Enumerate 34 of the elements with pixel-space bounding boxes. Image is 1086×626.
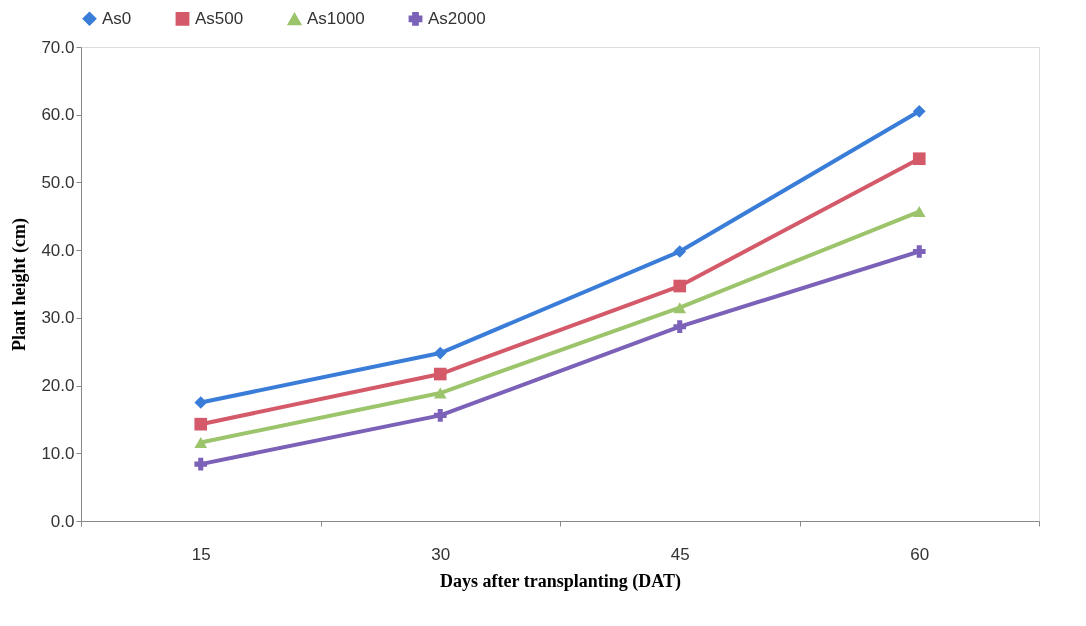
point xyxy=(912,245,926,258)
x-axis-title: Days after transplanting (DAT) xyxy=(440,570,681,592)
point xyxy=(194,457,208,471)
y-tick-label: 10.0 xyxy=(41,443,75,463)
y-axis-title: Plant height (cm) xyxy=(9,218,31,351)
point xyxy=(194,436,208,448)
point xyxy=(194,417,208,431)
legend-label: As500 xyxy=(195,8,244,28)
y-tick-label: 20.0 xyxy=(41,376,75,396)
point xyxy=(912,206,926,218)
y-tick-label: 50.0 xyxy=(41,172,75,192)
point xyxy=(194,396,208,409)
point xyxy=(912,152,926,166)
point xyxy=(673,320,687,333)
legend-label: As0 xyxy=(102,8,132,28)
legend-label: As1000 xyxy=(307,9,365,29)
legend-label: As2000 xyxy=(428,8,486,28)
y-tick-label: 30.0 xyxy=(41,308,75,328)
y-tick-label: 60.0 xyxy=(41,105,75,125)
y-tick-label: 0.0 xyxy=(50,511,75,531)
y-tick-label: 40.0 xyxy=(41,240,75,260)
point xyxy=(433,409,447,422)
point xyxy=(673,302,687,314)
x-tick-label: 30 xyxy=(431,544,451,564)
x-tick-label: 60 xyxy=(910,544,930,564)
point xyxy=(433,367,447,381)
point xyxy=(912,105,926,118)
point xyxy=(433,387,447,399)
point xyxy=(433,346,447,360)
y-tick-label: 70.0 xyxy=(41,37,75,57)
x-tick-label: 15 xyxy=(191,544,211,564)
point xyxy=(673,279,687,293)
x-tick-label: 45 xyxy=(670,544,690,564)
point xyxy=(673,245,687,258)
